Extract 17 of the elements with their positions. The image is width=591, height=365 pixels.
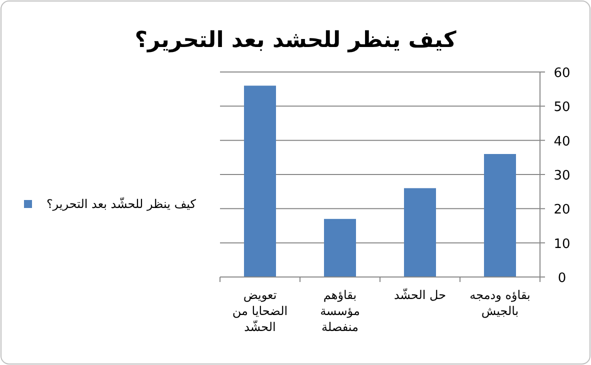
y-tick-label: 30 bbox=[554, 168, 570, 184]
x-tick-label: بقاؤه ودمجه بالجيش bbox=[470, 288, 530, 318]
y-tick-label: 0 bbox=[558, 271, 566, 286]
x-tick-label: بقاؤهم مؤسسة منفصلة bbox=[320, 288, 360, 334]
legend-label: كيف ينظر للحشّد بعد التحرير؟ bbox=[46, 196, 196, 211]
y-tick-label: 60 bbox=[554, 66, 570, 81]
bar bbox=[244, 86, 276, 277]
y-tick-label: 40 bbox=[554, 134, 570, 150]
y-tick-label: 20 bbox=[554, 202, 570, 218]
y-tick-label: 50 bbox=[554, 100, 570, 116]
y-tick-label: 10 bbox=[554, 236, 570, 252]
bar bbox=[404, 188, 436, 277]
bar bbox=[324, 218, 356, 277]
bar bbox=[484, 154, 516, 277]
x-tick-label: حل الحشّد bbox=[394, 288, 446, 302]
x-tick-label: تعويض الضحايا من الحشّد bbox=[232, 288, 288, 334]
chart-title: كيف ينظر للحشد بعد التحرير؟ bbox=[134, 28, 456, 53]
